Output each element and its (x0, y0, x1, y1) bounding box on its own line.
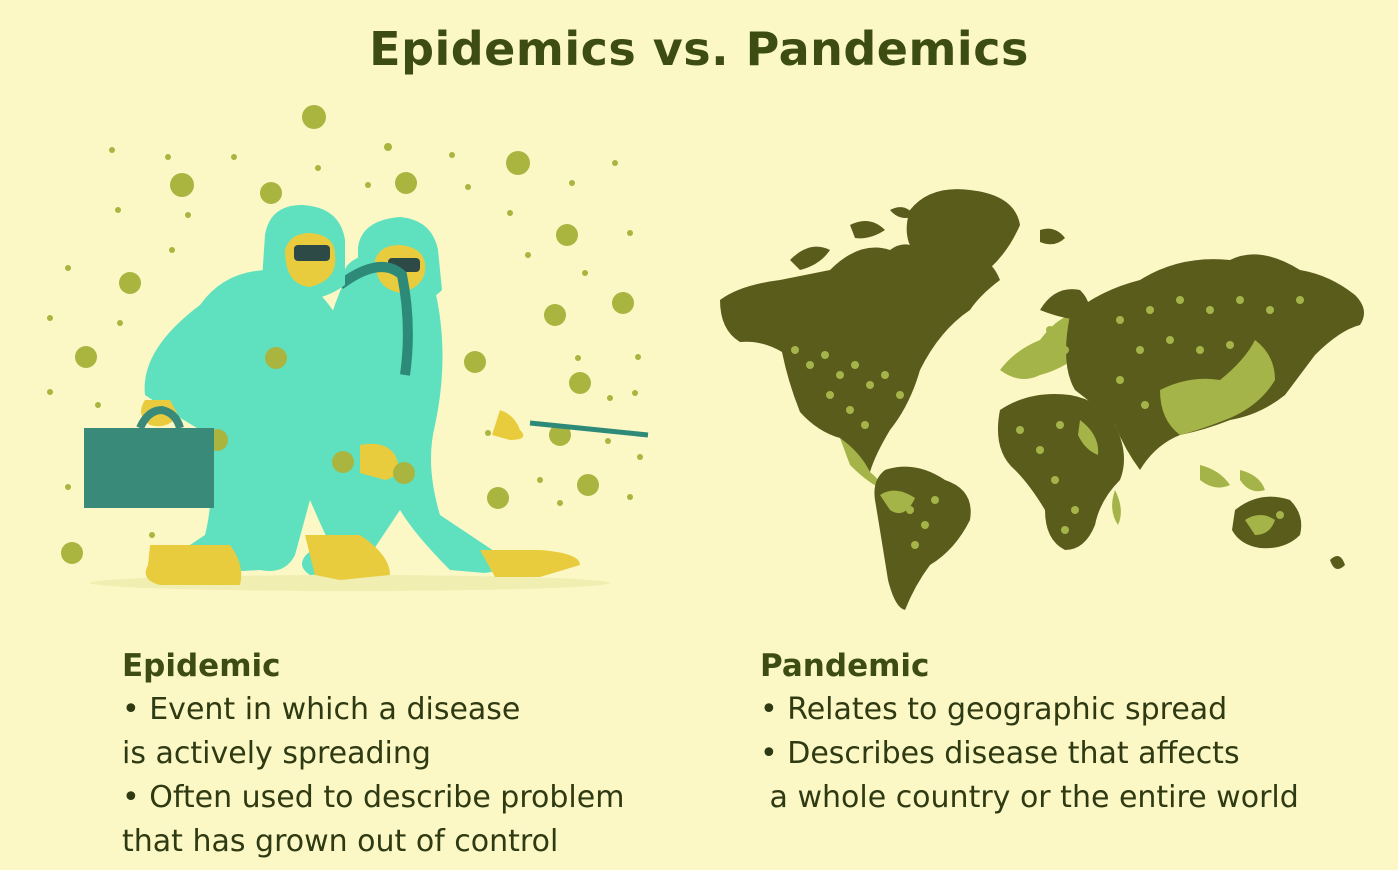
pandemic-line-1: • Relates to geographic spread (760, 692, 1228, 727)
front-worker (141, 205, 509, 585)
epidemic-heading: Epidemic (122, 648, 281, 684)
map-continents (720, 189, 1364, 610)
pandemic-section: Pandemic • Relates to geographic spread … (760, 644, 1360, 820)
briefcase-icon (84, 405, 214, 508)
epidemic-line-4: that has grown out of control (122, 824, 559, 859)
epidemic-line-1: • Event in which a disease (122, 692, 521, 727)
virus-particles (47, 105, 643, 564)
infection-dots (791, 296, 1304, 549)
pandemic-line-2: • Describes disease that affects (760, 736, 1240, 771)
pandemic-heading: Pandemic (760, 648, 930, 684)
pandemic-line-3: a whole country or the entire world (760, 780, 1299, 815)
world-map-illustration (720, 189, 1364, 610)
page-title: Epidemics vs. Pandemics (369, 22, 1029, 76)
hazmat-workers-illustration (47, 105, 649, 591)
epidemic-section: Epidemic • Event in which a disease is a… (122, 644, 682, 864)
epidemic-line-2: is actively spreading (122, 736, 431, 771)
epidemic-line-3: • Often used to describe problem (122, 780, 625, 815)
